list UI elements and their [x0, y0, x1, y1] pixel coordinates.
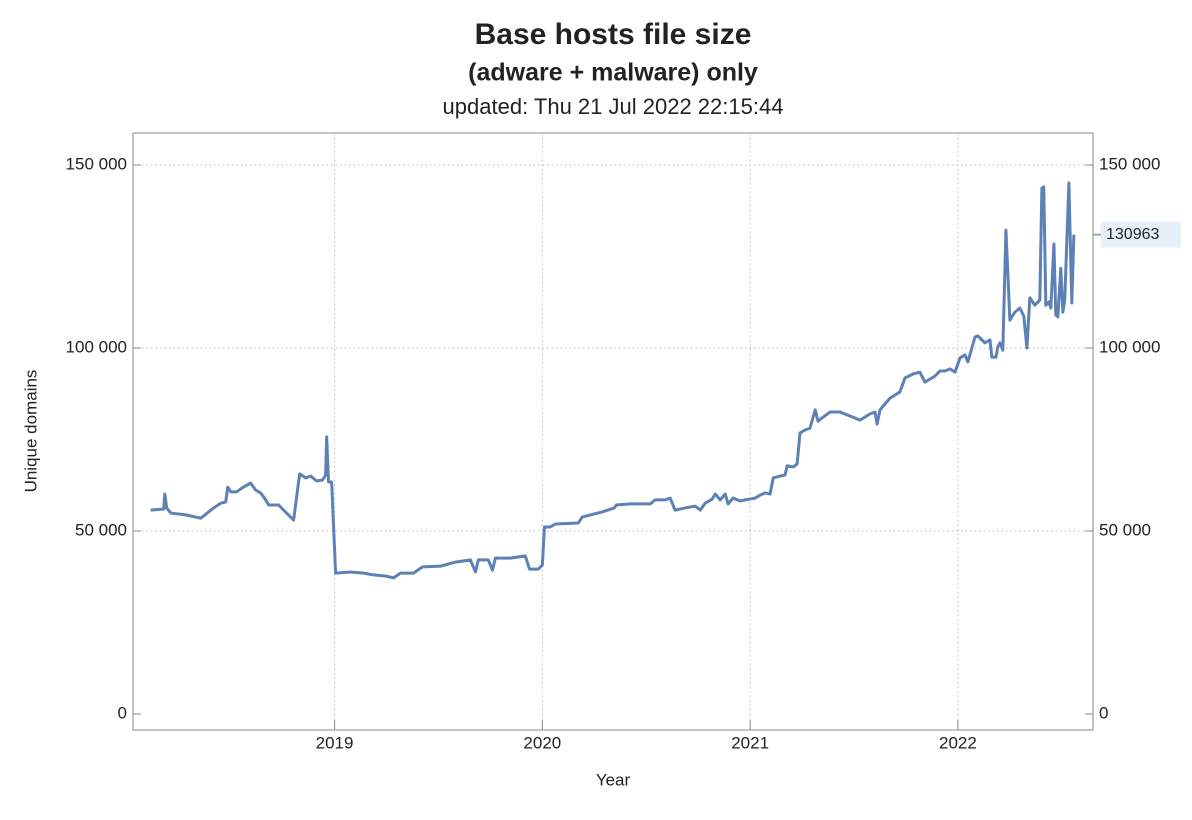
- y2-tick-label: 50 000: [1099, 520, 1151, 539]
- x-axis-label: Year: [596, 770, 631, 789]
- y-tick-label: 50 000: [75, 520, 127, 539]
- x-tick-label: 2020: [523, 733, 561, 752]
- y2-tick-label: 0: [1099, 703, 1108, 722]
- y-tick-label: 100 000: [66, 337, 127, 356]
- x-tick-label: 2021: [731, 733, 769, 752]
- last-value-box: [1101, 221, 1181, 248]
- y-axis-label: Unique domains: [21, 370, 40, 493]
- x-tick-label: 2022: [939, 733, 977, 752]
- chart-title: Base hosts file size: [475, 18, 752, 51]
- last-value-label: 130963: [1106, 226, 1159, 243]
- chart-updated: updated: Thu 21 Jul 2022 22:15:44: [443, 94, 784, 119]
- plot-frame: [132, 132, 1094, 731]
- chart-subtitle: (adware + malware) only: [468, 59, 758, 87]
- x-tick-label: 2019: [316, 733, 354, 752]
- y2-tick-label: 100 000: [1099, 337, 1160, 356]
- y2-tick-label: 150 000: [1099, 154, 1160, 173]
- data-line: [150, 181, 1076, 580]
- y-tick-label: 150 000: [66, 154, 127, 173]
- y-tick-label: 0: [118, 703, 127, 722]
